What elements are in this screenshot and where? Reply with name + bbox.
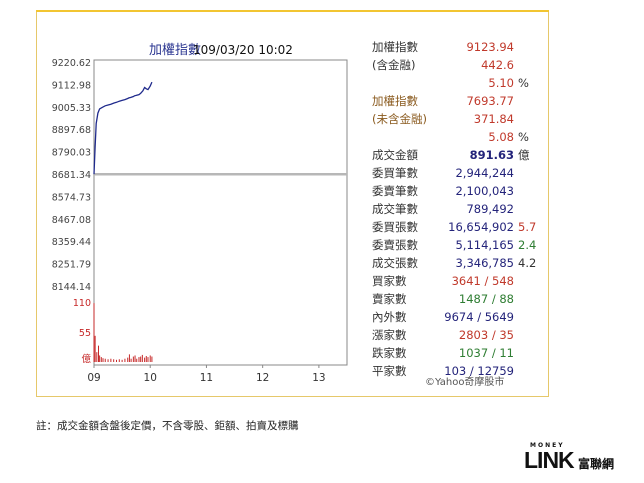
stats-row: 5.08% xyxy=(372,128,542,146)
stats-row: 成交張數 3,346,785 4.2 xyxy=(372,254,542,272)
stats-row: 成交金額 891.63 億 xyxy=(372,146,542,164)
stats-label: 漲家數 xyxy=(372,328,407,342)
x-tick-label: 10 xyxy=(144,372,157,384)
stats-row: 跌家數 1037 / 11 xyxy=(372,344,542,362)
volume-tick-label: 55 xyxy=(79,328,91,339)
source-credit: ©Yahoo奇摩股市 xyxy=(425,377,505,388)
y-tick-label: 9005.33 xyxy=(52,103,91,114)
chart-panel xyxy=(36,12,549,397)
stats-extra: % xyxy=(518,76,529,90)
stats-label: 賣家數 xyxy=(372,292,407,306)
logo-money-text: MONEY xyxy=(530,442,565,449)
stats-row: (未含金融) 371.84 xyxy=(372,110,542,128)
money-link-logo: MONEY LINK 富聯網 xyxy=(522,440,622,480)
stats-value: 2,100,043 xyxy=(455,184,514,198)
stats-value: 5,114,165 xyxy=(455,238,514,252)
stats-row: 委買筆數 2,944,244 xyxy=(372,164,542,182)
stats-row: 委買張數 16,654,902 5.7 xyxy=(372,218,542,236)
volume-tick-label: 110 xyxy=(73,298,91,309)
stats-label: 委賣筆數 xyxy=(372,184,418,198)
stats-label: 加權指數 xyxy=(372,94,418,108)
plot-frame xyxy=(93,59,348,366)
chart-title: 加權指數 xyxy=(149,43,201,58)
stats-value: 2803 / 35 xyxy=(458,328,514,342)
stats-extra: 5.7 xyxy=(518,220,537,234)
stats-value: 2,944,244 xyxy=(455,166,514,180)
stats-label: 成交張數 xyxy=(372,256,418,270)
y-tick-label: 9220.62 xyxy=(52,58,91,69)
stats-label: 跌家數 xyxy=(372,346,407,360)
y-tick-label: 8897.68 xyxy=(52,125,91,136)
y-tick-label: 8574.73 xyxy=(52,192,91,203)
stats-value: 3641 / 548 xyxy=(451,274,514,288)
stats-value: 16,654,902 xyxy=(448,220,514,234)
stats-value: 891.63 xyxy=(469,148,514,162)
market-stats-table: 加權指數 9123.94 (含金融) 442.6 5.10% 加權指數 7693.77 (未含… xyxy=(372,38,542,380)
stats-label: (含金融) xyxy=(372,58,416,72)
stats-label: (未含金融) xyxy=(372,112,427,126)
stats-row: 加權指數 9123.94 xyxy=(372,38,542,56)
stats-row: 成交筆數 789,492 xyxy=(372,200,542,218)
stats-label: 加權指數 xyxy=(372,40,418,54)
y-tick-label: 8790.03 xyxy=(52,148,91,159)
y-tick-label: 9112.98 xyxy=(52,80,91,91)
x-tick-label: 09 xyxy=(87,372,100,384)
x-tick-label: 12 xyxy=(256,372,269,384)
volume-unit-label: 億 xyxy=(81,353,91,365)
stats-value: 1037 / 11 xyxy=(458,346,514,360)
x-tick-label: 13 xyxy=(312,372,325,384)
logo-cn-text: 富聯網 xyxy=(578,457,615,471)
stats-value: 3,346,785 xyxy=(455,256,514,270)
logo-link-text: LINK xyxy=(524,447,575,473)
index-line xyxy=(93,81,153,175)
stats-row: 賣家數 1487 / 88 xyxy=(372,290,542,308)
stats-row: (含金融) 442.6 xyxy=(372,56,542,74)
stats-value: 103 / 12759 xyxy=(444,364,514,378)
stats-value: 442.6 xyxy=(481,58,514,72)
stats-value: 371.84 xyxy=(473,112,514,126)
stats-label: 平家數 xyxy=(372,364,407,378)
stats-label: 委買張數 xyxy=(372,220,418,234)
stats-value: 9674 / 5649 xyxy=(444,310,514,324)
stats-label: 成交筆數 xyxy=(372,202,418,216)
chart-datetime: 109/03/20 10:02 xyxy=(193,43,293,57)
x-tick-label: 11 xyxy=(200,372,213,384)
y-tick-label: 8144.14 xyxy=(52,282,91,293)
stats-row: 委賣筆數 2,100,043 xyxy=(372,182,542,200)
stats-row: 平家數 103 / 12759 xyxy=(372,362,542,380)
stats-value: 1487 / 88 xyxy=(458,292,514,306)
stats-row: 內外數 9674 / 5649 xyxy=(372,308,542,326)
stats-row: 買家數 3641 / 548 xyxy=(372,272,542,290)
stats-extra: % xyxy=(518,130,529,144)
stats-value: 789,492 xyxy=(466,202,514,216)
stats-label: 買家數 xyxy=(372,274,407,288)
y-tick-label: 8359.44 xyxy=(52,237,91,248)
top-accent-line xyxy=(36,10,549,12)
stats-row: 5.10% xyxy=(372,74,542,92)
stats-extra: 億 xyxy=(518,148,530,162)
stats-label: 委買筆數 xyxy=(372,166,418,180)
stats-row: 漲家數 2803 / 35 xyxy=(372,326,542,344)
y-tick-label: 8467.08 xyxy=(52,215,91,226)
stats-label: 成交金額 xyxy=(372,148,418,162)
stats-label: 內外數 xyxy=(372,310,407,324)
y-tick-label: 8681.34 xyxy=(52,170,91,181)
footnote: 註：成交金額含盤後定價，不含零股、鉅額、拍賣及標購 xyxy=(36,420,299,432)
stats-value: 5.10 xyxy=(488,76,514,90)
stats-row: 加權指數 7693.77 xyxy=(372,92,542,110)
stats-row: 委賣張數 5,114,165 2.4 xyxy=(372,236,542,254)
y-tick-label: 8251.79 xyxy=(52,260,91,271)
stats-extra: 2.4 xyxy=(518,238,537,252)
stats-value: 7693.77 xyxy=(466,94,514,108)
stats-label: 委賣張數 xyxy=(372,238,418,252)
stats-value: 5.08 xyxy=(488,130,514,144)
stats-extra: 4.2 xyxy=(518,256,537,270)
stats-value: 9123.94 xyxy=(466,40,514,54)
